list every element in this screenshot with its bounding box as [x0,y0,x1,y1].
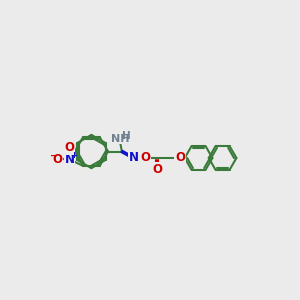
Text: O: O [140,152,150,164]
Text: H: H [122,131,131,141]
Text: N: N [65,153,75,166]
Text: O: O [175,152,185,164]
Text: NH: NH [111,134,129,144]
Text: O: O [65,141,75,154]
Text: N: N [129,152,139,164]
Text: +: + [70,152,77,160]
Text: −: − [50,151,58,161]
Text: O: O [53,153,63,166]
Text: O: O [152,163,162,176]
